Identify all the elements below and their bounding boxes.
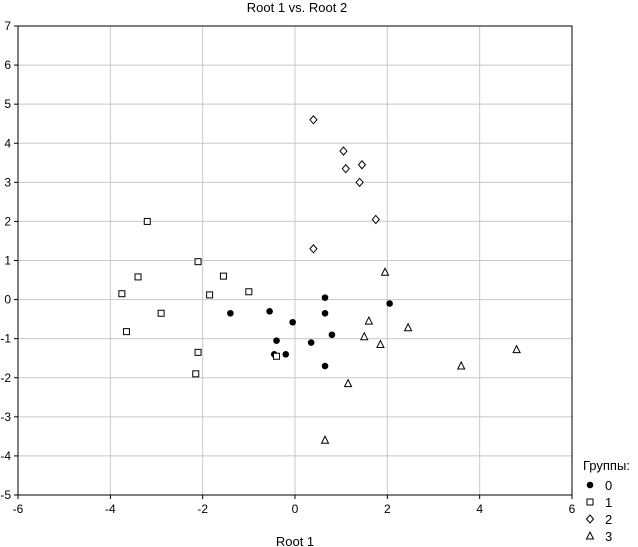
data-point-group-1 [194,348,202,356]
data-point-group-3 [343,378,353,388]
y-tick-label: 1 [4,254,11,268]
data-point-group-1 [118,290,126,298]
x-tick-label: 2 [384,502,391,516]
legend-label-0: 0 [605,478,612,493]
legend-marker-3 [585,530,595,540]
gridlines [18,26,572,495]
data-point-group-1 [194,258,202,266]
legend: Группы: 0 1 2 3 [583,458,630,544]
x-axis: -6 -4 -2 0 2 4 6 [13,495,576,516]
y-axis: -5 -4 -3 -2 -1 0 1 2 3 4 5 6 7 [0,19,18,502]
y-tick-label: -3 [0,410,11,424]
x-tick-label: 6 [569,502,576,516]
x-tick-label: -6 [13,502,24,516]
x-axis-title: Root 1 [276,534,314,547]
chart-title: Root 1 vs. Root 2 [247,0,347,15]
data-point-group-1 [157,309,165,317]
legend-marker-2 [585,514,595,524]
data-point-group-1 [122,328,130,336]
data-point-group-2 [339,146,348,156]
data-point-group-1 [219,272,227,280]
data-point-group-2 [309,244,318,254]
data-point-group-2 [309,115,318,125]
data-point-group-3 [512,344,521,354]
legend-marker-1 [586,498,594,506]
legend-label-1: 1 [605,495,612,510]
data-point-group-0 [266,308,273,315]
data-point-group-2 [371,214,380,225]
x-tick-label: -4 [105,502,116,516]
data-point-group-2 [357,159,367,170]
y-tick-label: -1 [0,332,11,346]
data-point-group-0 [307,339,315,346]
legend-title: Группы: [583,458,630,473]
y-tick-label: 2 [4,214,11,228]
data-point-group-1 [134,273,142,281]
data-point-group-1 [206,291,214,299]
x-tick-label: 0 [292,502,299,516]
data-point-group-2 [341,163,350,174]
data-point-group-3 [376,339,385,349]
legend-label-2: 2 [605,512,612,527]
data-point-group-0 [282,351,290,358]
x-tick-label: -2 [197,502,208,516]
x-tick-label: 4 [476,502,483,516]
y-tick-label: 7 [4,19,11,33]
y-tick-label: 4 [4,136,11,150]
data-point-group-0 [386,300,393,307]
data-point-group-0 [328,331,336,339]
data-point-group-3 [380,267,390,276]
y-tick-label: 5 [4,97,11,111]
y-tick-label: 6 [4,58,11,72]
y-tick-label: 3 [4,175,11,189]
y-tick-label: -4 [0,449,11,463]
data-point-group-3 [364,315,374,325]
data-point-group-1 [273,352,281,360]
y-tick-label: 0 [4,293,11,307]
data-point-group-3 [359,331,369,341]
data-point-group-1 [143,217,151,225]
data-point-group-1 [192,370,200,378]
data-point-group-0 [227,309,234,317]
data-point-group-0 [273,337,280,344]
data-point-group-3 [456,360,466,370]
data-point-group-0 [289,318,296,326]
data-point-group-0 [321,309,329,317]
data-point-group-3 [320,435,330,444]
data-point-group-1 [245,288,253,296]
data-point-group-0 [321,362,329,370]
y-tick-label: -2 [0,371,11,385]
y-tick-label: -5 [0,488,11,502]
data-point-group-0 [321,294,329,301]
data-point-group-2 [355,177,364,188]
legend-label-3: 3 [605,529,612,544]
data-points [118,115,521,444]
data-point-group-3 [403,322,413,332]
legend-marker-0 [586,481,594,489]
